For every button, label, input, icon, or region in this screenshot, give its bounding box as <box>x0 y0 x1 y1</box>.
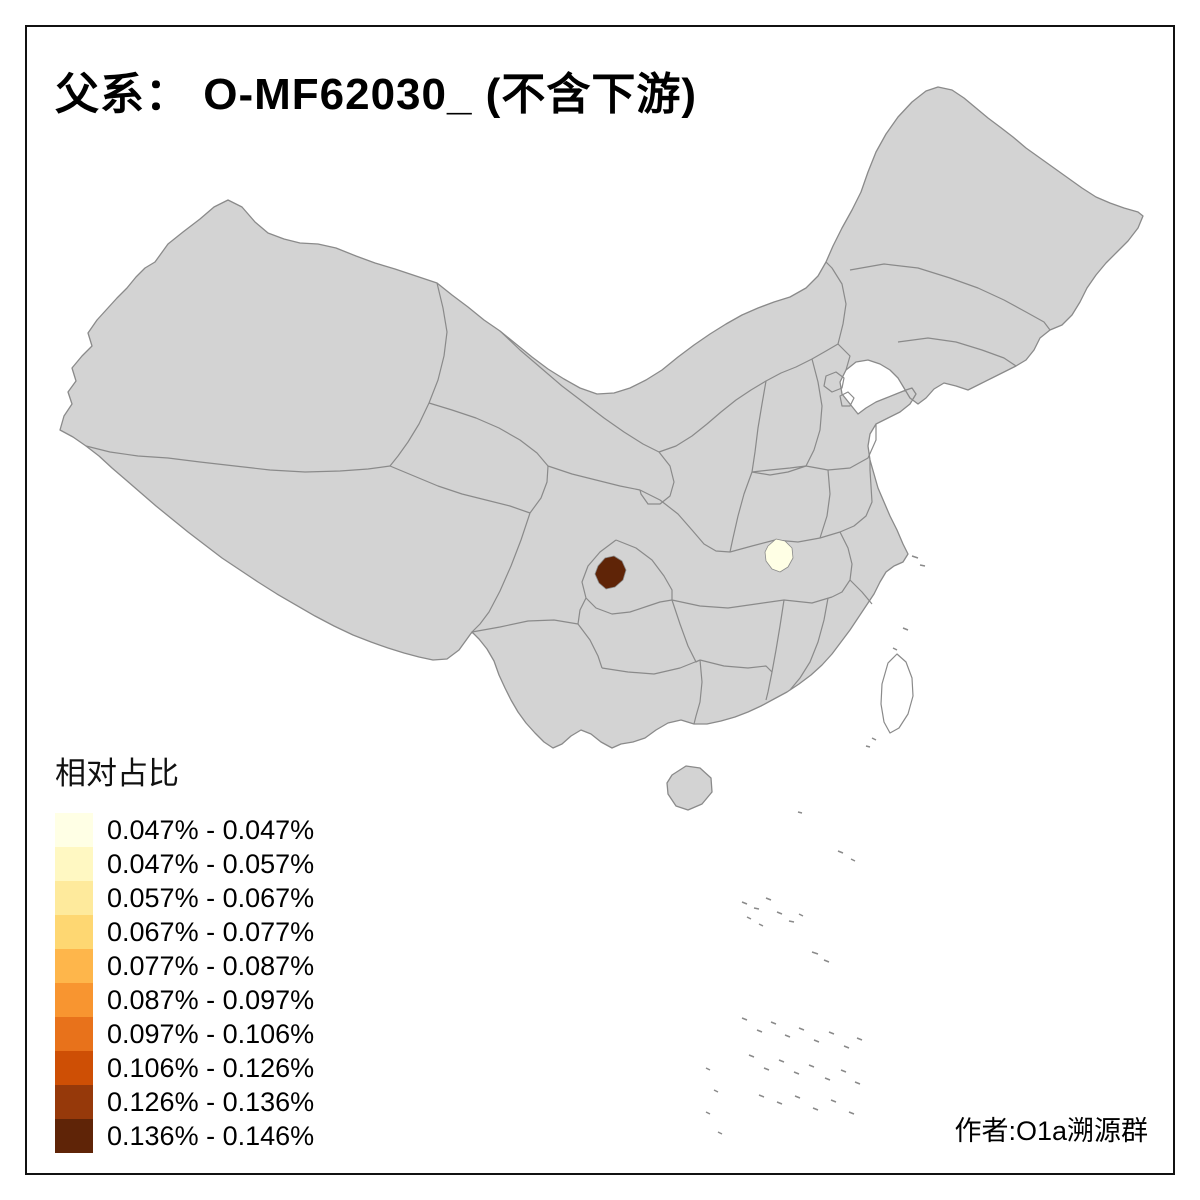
legend-item: 0.047% - 0.047% <box>55 813 314 847</box>
legend-items: 0.047% - 0.047% 0.047% - 0.057% 0.057% - 0… <box>55 813 314 1153</box>
legend-swatch <box>55 1017 93 1051</box>
legend-title: 相对占比 <box>55 756 179 791</box>
legend-item: 0.057% - 0.067% <box>55 881 314 915</box>
legend-range-label: 0.077% - 0.087% <box>107 950 315 981</box>
legend-swatch <box>55 983 93 1017</box>
map-title: 父系： O-MF62030_ (不含下游) <box>55 70 697 119</box>
legend-range-label: 0.047% - 0.057% <box>107 848 315 879</box>
legend-range-label: 0.057% - 0.067% <box>107 882 315 913</box>
legend-range-label: 0.087% - 0.097% <box>107 984 315 1015</box>
legend-item: 0.087% - 0.097% <box>55 983 314 1017</box>
legend-swatch <box>55 847 93 881</box>
hainan-island <box>666 765 713 811</box>
legend-item: 0.067% - 0.077% <box>55 915 314 949</box>
legend-item: 0.077% - 0.087% <box>55 949 314 983</box>
legend-range-label: 0.126% - 0.136% <box>107 1086 315 1117</box>
legend-swatch <box>55 881 93 915</box>
legend-range-label: 0.047% - 0.047% <box>107 814 315 845</box>
legend-range-label: 0.067% - 0.077% <box>107 916 315 947</box>
region-highest-value <box>594 555 627 590</box>
legend-swatch <box>55 915 93 949</box>
legend-range-label: 0.106% - 0.126% <box>107 1052 315 1083</box>
legend-item: 0.097% - 0.106% <box>55 1017 314 1051</box>
taiwan-island <box>880 653 914 734</box>
south-china-sea-islands <box>705 555 926 1135</box>
legend: 相对占比 0.047% - 0.047% 0.047% - 0.057% 0.057… <box>55 748 314 1153</box>
legend-swatch <box>55 1051 93 1085</box>
legend-item: 0.106% - 0.126% <box>55 1051 314 1085</box>
legend-swatch <box>55 949 93 983</box>
legend-swatch <box>55 1119 93 1153</box>
region-lowest-value <box>764 538 794 573</box>
china-mainland <box>59 86 1144 749</box>
legend-range-label: 0.136% - 0.146% <box>107 1120 315 1151</box>
legend-range-label: 0.097% - 0.106% <box>107 1018 315 1049</box>
legend-swatch <box>55 813 93 847</box>
legend-item: 0.136% - 0.146% <box>55 1119 314 1153</box>
legend-swatch <box>55 1085 93 1119</box>
legend-item: 0.047% - 0.057% <box>55 847 314 881</box>
author-credit: 作者:O1a溯源群 <box>954 1116 1148 1146</box>
legend-item: 0.126% - 0.136% <box>55 1085 314 1119</box>
province-borders <box>85 261 1051 725</box>
